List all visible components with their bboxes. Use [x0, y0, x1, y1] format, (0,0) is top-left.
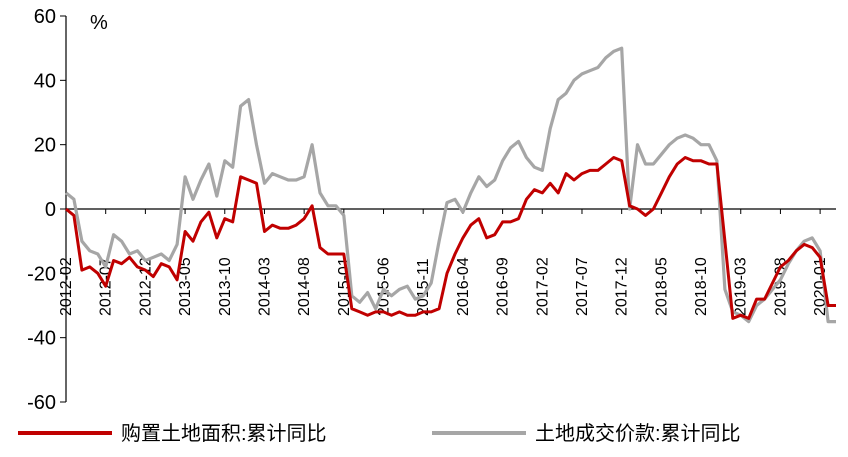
x-tick-label: 2013-10: [217, 257, 234, 316]
x-tick-label: 2014-08: [296, 257, 313, 316]
x-tick-label: 2012-02: [58, 257, 75, 316]
y-unit-label: %: [90, 12, 108, 34]
x-tick-label: 2018-05: [653, 257, 670, 316]
y-tick-label: 40: [34, 70, 56, 92]
x-tick-label: 2016-09: [495, 257, 512, 316]
legend-label-land-area: 购置土地面积:累计同比: [121, 422, 327, 445]
x-tick-label: 2016-04: [455, 257, 472, 316]
x-tick-label: 2013-05: [177, 257, 194, 316]
x-tick-label: 2018-10: [693, 257, 710, 316]
series-layer: [64, 46, 836, 324]
x-tick-label: 2017-07: [574, 257, 591, 316]
x-tick-label: 2017-12: [614, 257, 631, 316]
legend: 购置土地面积:累计同比 土地成交价款:累计同比: [18, 422, 741, 445]
y-tick-label: 20: [34, 135, 56, 157]
y-tick-label: -40: [27, 328, 56, 350]
y-tick-label: -20: [27, 263, 56, 285]
series-line-land-price: [64, 46, 836, 324]
x-tick-label: 2015-06: [376, 257, 393, 316]
y-axis-ticks: 60 40 20 0 -20 -40 -60: [27, 6, 66, 414]
x-tick-label: 2017-02: [534, 257, 551, 316]
x-tick-label: 2019-03: [733, 257, 750, 316]
series-line-land-area: [65, 156, 836, 320]
legend-label-land-price: 土地成交价款:累计同比: [535, 422, 741, 445]
y-tick-label: 60: [34, 6, 56, 28]
y-tick-label: 0: [45, 199, 56, 221]
x-tick-label: 2015-11: [415, 258, 432, 316]
y-tick-label: -60: [27, 392, 56, 414]
x-tick-label: 2014-03: [256, 257, 273, 316]
x-tick-label: 2012-12: [137, 257, 154, 316]
